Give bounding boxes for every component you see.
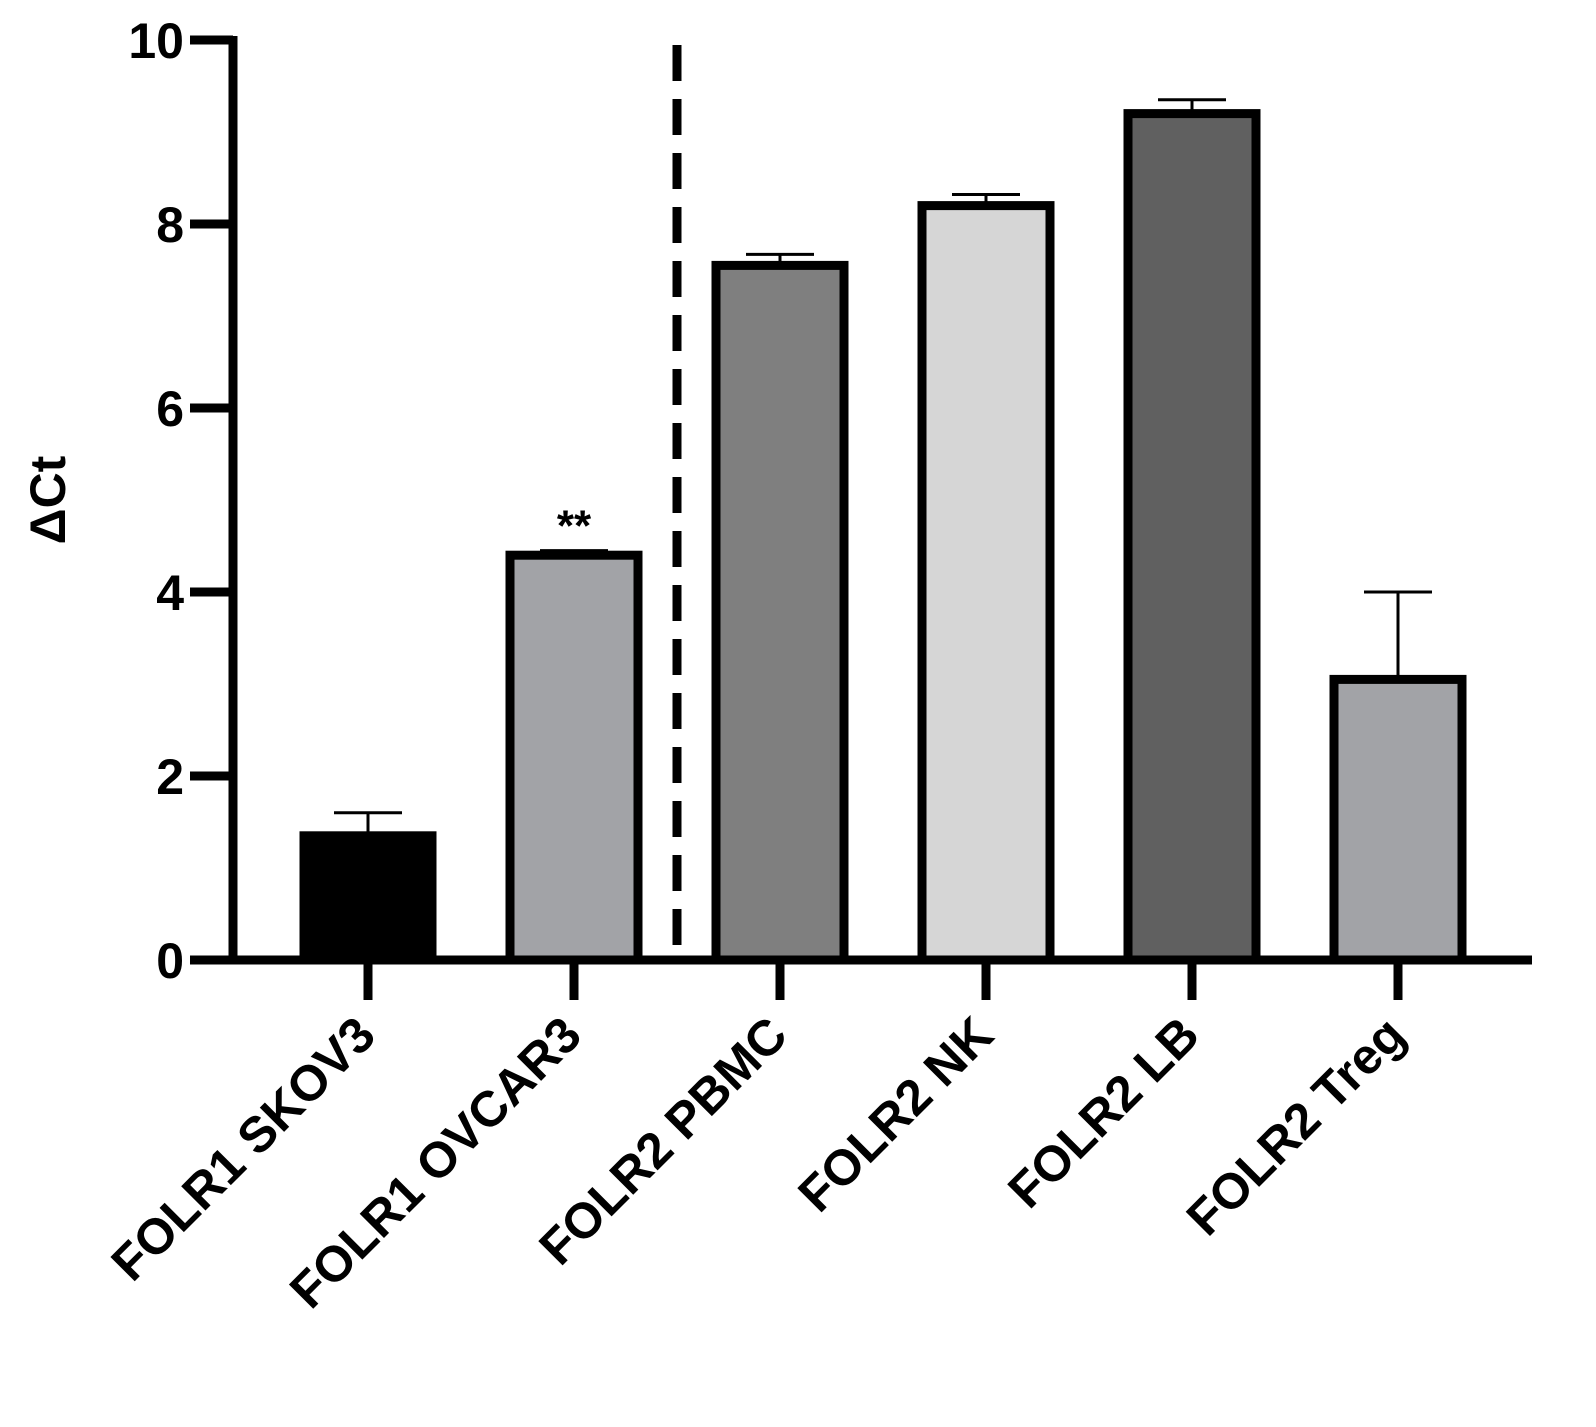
y-tick-label: 2 (156, 749, 184, 805)
category-label: FOLR2 Treg (1176, 1006, 1416, 1246)
y-axis-title: ΔCt (20, 455, 76, 544)
y-tick-label: 4 (156, 565, 184, 621)
y-tick-label: 10 (128, 13, 184, 69)
category-label: FOLR2 NK (787, 1006, 1003, 1222)
bar (505, 550, 643, 965)
y-tick-label: 0 (156, 933, 184, 989)
bar (299, 831, 437, 965)
bar (917, 201, 1055, 965)
bar (1123, 109, 1261, 965)
y-tick-label: 8 (156, 197, 184, 253)
y-tick-label: 6 (156, 381, 184, 437)
bar (1329, 674, 1467, 965)
significance-annotation: ** (557, 502, 592, 551)
category-label: FOLR2 LB (997, 1006, 1209, 1218)
bar (711, 260, 849, 965)
